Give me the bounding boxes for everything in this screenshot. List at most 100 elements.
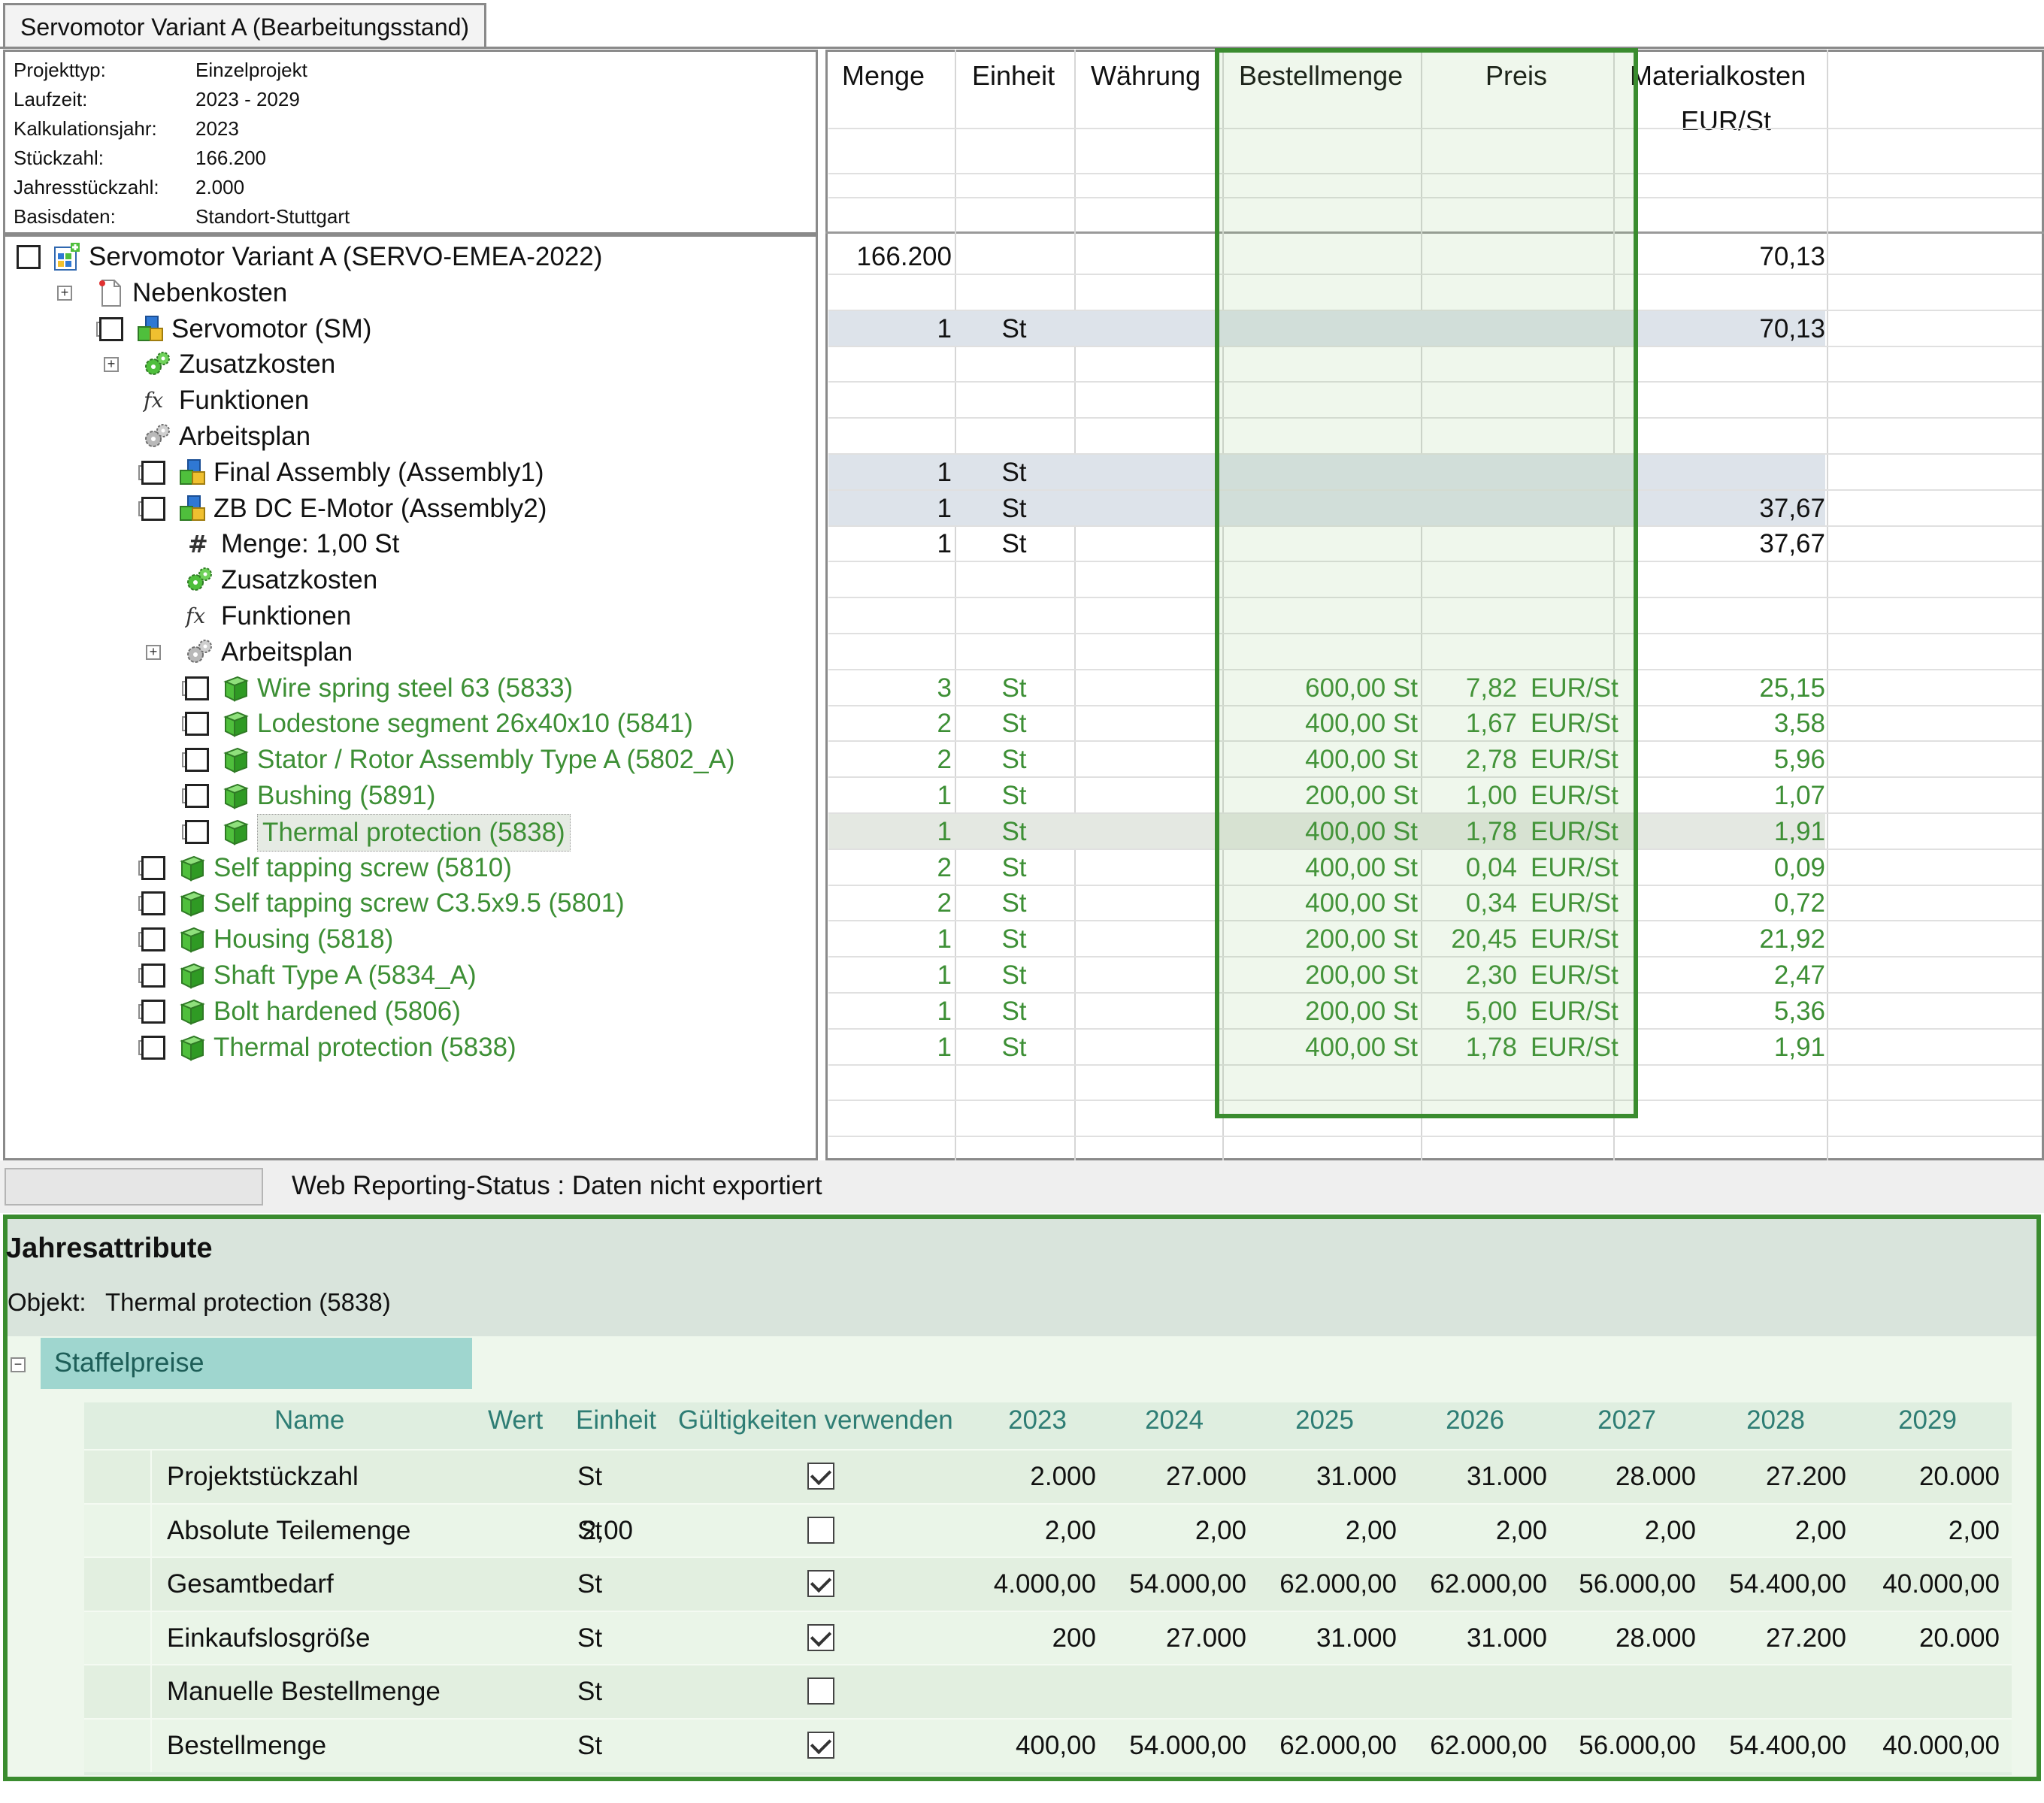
- tree-row[interactable]: fx Funktionen: [0, 598, 812, 634]
- attr-header-wert[interactable]: Wert: [488, 1405, 544, 1435]
- attr-year-value[interactable]: 27.200: [1765, 1462, 1846, 1491]
- row-checkbox[interactable]: [185, 712, 209, 737]
- header-einheit[interactable]: Einheit: [972, 60, 1055, 91]
- tree-row[interactable]: +Final Assembly (Assembly1): [0, 455, 812, 491]
- attr-year-value[interactable]: 2,00: [1948, 1515, 2000, 1545]
- row-checkbox[interactable]: [185, 819, 209, 844]
- attr-year-value[interactable]: 56.000,00: [1579, 1569, 1696, 1599]
- attr-year-value[interactable]: 62.000,00: [1279, 1730, 1397, 1760]
- gueltigkeit-checkbox[interactable]: [807, 1570, 834, 1597]
- row-checkbox[interactable]: [185, 676, 209, 700]
- header-waehrung[interactable]: Währung: [1091, 60, 1201, 91]
- attr-year-value[interactable]: 54.000,00: [1129, 1730, 1246, 1760]
- attr-year-value[interactable]: [953, 1665, 1096, 1718]
- expand-icon[interactable]: +: [57, 285, 72, 301]
- gueltigkeit-checkbox[interactable]: [807, 1623, 834, 1651]
- attr-year-value[interactable]: 62.000,00: [1430, 1730, 1547, 1760]
- attr-header-einheit[interactable]: Einheit: [576, 1405, 657, 1435]
- attr-year-value[interactable]: 2,00: [1195, 1515, 1246, 1545]
- attr-year-value[interactable]: 2.000: [1030, 1462, 1096, 1491]
- tree-row[interactable]: +Bushing (5891): [0, 778, 812, 814]
- gueltigkeit-checkbox[interactable]: [807, 1731, 834, 1759]
- tree-row[interactable]: Arbeitsplan: [0, 419, 812, 455]
- attr-year-value[interactable]: 40.000,00: [1882, 1569, 2000, 1599]
- tree-row[interactable]: fx Funktionen: [0, 383, 812, 419]
- attr-header-year[interactable]: 2029: [1898, 1405, 1957, 1435]
- row-checkbox[interactable]: [141, 999, 165, 1024]
- attr-year-value[interactable]: 31.000: [1466, 1462, 1547, 1491]
- gueltigkeit-checkbox[interactable]: [807, 1463, 834, 1490]
- attr-year-value[interactable]: 28.000: [1615, 1462, 1696, 1491]
- tree-row[interactable]: +Thermal protection (5838): [0, 1030, 812, 1066]
- tree-row[interactable]: +Self tapping screw (5810): [0, 850, 812, 886]
- attr-year-value[interactable]: [1404, 1665, 1547, 1718]
- attr-header-year[interactable]: 2026: [1446, 1405, 1504, 1435]
- header-bestellmenge[interactable]: Bestellmenge: [1239, 60, 1404, 91]
- header-preis[interactable]: Preis: [1485, 60, 1548, 91]
- attr-year-value[interactable]: 31.000: [1316, 1462, 1397, 1491]
- staffelpreise-row[interactable]: Absolute Teilemenge 2,00 St 2,00 2,00 2,00 2,0…: [84, 1502, 2012, 1557]
- row-checkbox[interactable]: [141, 460, 165, 485]
- tree-row[interactable]: + Zusatzkosten: [0, 346, 812, 383]
- staffelpreise-row[interactable]: Projektstückzahl St 2.000 27.000 31.000 31.00…: [84, 1449, 2012, 1503]
- attr-header-year[interactable]: 2025: [1295, 1405, 1354, 1435]
- expand-icon[interactable]: +: [146, 644, 161, 660]
- row-checkbox[interactable]: [141, 496, 165, 521]
- attr-year-value[interactable]: 56.000,00: [1579, 1730, 1696, 1760]
- tree-row[interactable]: + Arbeitsplan: [0, 634, 812, 670]
- collapse-staffelpreise-icon[interactable]: −: [11, 1357, 26, 1372]
- tree-row[interactable]: +Stator / Rotor Assembly Type A (5802_A): [0, 742, 812, 778]
- expand-icon[interactable]: +: [104, 357, 119, 373]
- tree-row[interactable]: +Shaft Type A (5834_A): [0, 957, 812, 994]
- staffelpreise-row[interactable]: Gesamtbedarf St 4.000,00 54.000,00 62.000,00…: [84, 1556, 2012, 1611]
- gueltigkeit-checkbox[interactable]: [807, 1677, 834, 1705]
- row-checkbox[interactable]: [185, 748, 209, 773]
- row-checkbox[interactable]: [99, 316, 123, 341]
- attr-year-value[interactable]: 27.200: [1765, 1623, 1846, 1653]
- attr-year-value[interactable]: 28.000: [1615, 1623, 1696, 1653]
- attr-header-name[interactable]: Name: [274, 1405, 345, 1435]
- attr-year-value[interactable]: 54.000,00: [1129, 1569, 1246, 1599]
- row-checkbox[interactable]: [141, 891, 165, 916]
- row-checkbox[interactable]: [141, 964, 165, 988]
- attr-header-year[interactable]: 2028: [1746, 1405, 1805, 1435]
- row-checkbox[interactable]: [141, 927, 165, 952]
- staffelpreise-row[interactable]: Einkaufslosgröße St 200 27.000 31.000 31.000 2…: [84, 1610, 2012, 1665]
- attr-year-value[interactable]: 4.000,00: [993, 1569, 1096, 1599]
- tree-row[interactable]: # Menge: 1,00 St: [0, 526, 812, 562]
- tree-row[interactable]: +Wire spring steel 63 (5833): [0, 670, 812, 706]
- attr-year-value[interactable]: 200: [1052, 1623, 1096, 1653]
- attr-year-value[interactable]: 54.400,00: [1729, 1569, 1846, 1599]
- tree-row[interactable]: +Housing (5818): [0, 921, 812, 957]
- tree-row[interactable]: Zusatzkosten: [0, 562, 812, 598]
- tree-row[interactable]: +Thermal protection (5838): [0, 813, 812, 852]
- row-checkbox[interactable]: [141, 1035, 165, 1060]
- tree-row[interactable]: −ZB DC E-Motor (Assembly2): [0, 491, 812, 527]
- header-materialkosten[interactable]: Materialkosten: [1630, 60, 1806, 91]
- attr-header-year[interactable]: 2024: [1145, 1405, 1204, 1435]
- attr-year-value[interactable]: 54.400,00: [1729, 1730, 1846, 1760]
- attr-year-value[interactable]: 20.000: [1918, 1462, 2000, 1491]
- row-checkbox[interactable]: [185, 784, 209, 808]
- attr-year-value[interactable]: 2,00: [1794, 1515, 1846, 1545]
- attr-year-value[interactable]: 2,00: [1044, 1515, 1096, 1545]
- attr-year-value[interactable]: [1857, 1665, 2000, 1718]
- attr-year-value[interactable]: [1703, 1665, 1846, 1718]
- attr-year-value[interactable]: 2,00: [1495, 1515, 1547, 1545]
- attr-header-year[interactable]: 2023: [1008, 1405, 1067, 1435]
- attr-year-value[interactable]: 400,00: [1015, 1730, 1096, 1760]
- attr-year-value[interactable]: 2,00: [1345, 1515, 1397, 1545]
- attr-header-gueltigkeiten[interactable]: Gültigkeiten verwenden: [678, 1405, 953, 1435]
- attr-year-value[interactable]: 62.000,00: [1279, 1569, 1397, 1599]
- attr-year-value[interactable]: 40.000,00: [1882, 1730, 2000, 1760]
- row-checkbox[interactable]: [17, 245, 41, 269]
- attr-year-value[interactable]: 31.000: [1316, 1623, 1397, 1653]
- tree-row[interactable]: −Servomotor (SM): [0, 311, 812, 347]
- attr-header-year[interactable]: 2027: [1597, 1405, 1656, 1435]
- row-checkbox[interactable]: [141, 855, 165, 880]
- attr-year-value[interactable]: 31.000: [1466, 1623, 1547, 1653]
- staffelpreise-row[interactable]: Bestellmenge St 400,00 54.000,00 62.000,00 62…: [84, 1717, 2012, 1772]
- attr-year-value[interactable]: 27.000: [1165, 1462, 1246, 1491]
- attr-year-value[interactable]: [1104, 1665, 1246, 1718]
- tree-row[interactable]: +Self tapping screw C3.5x9.5 (5801): [0, 885, 812, 921]
